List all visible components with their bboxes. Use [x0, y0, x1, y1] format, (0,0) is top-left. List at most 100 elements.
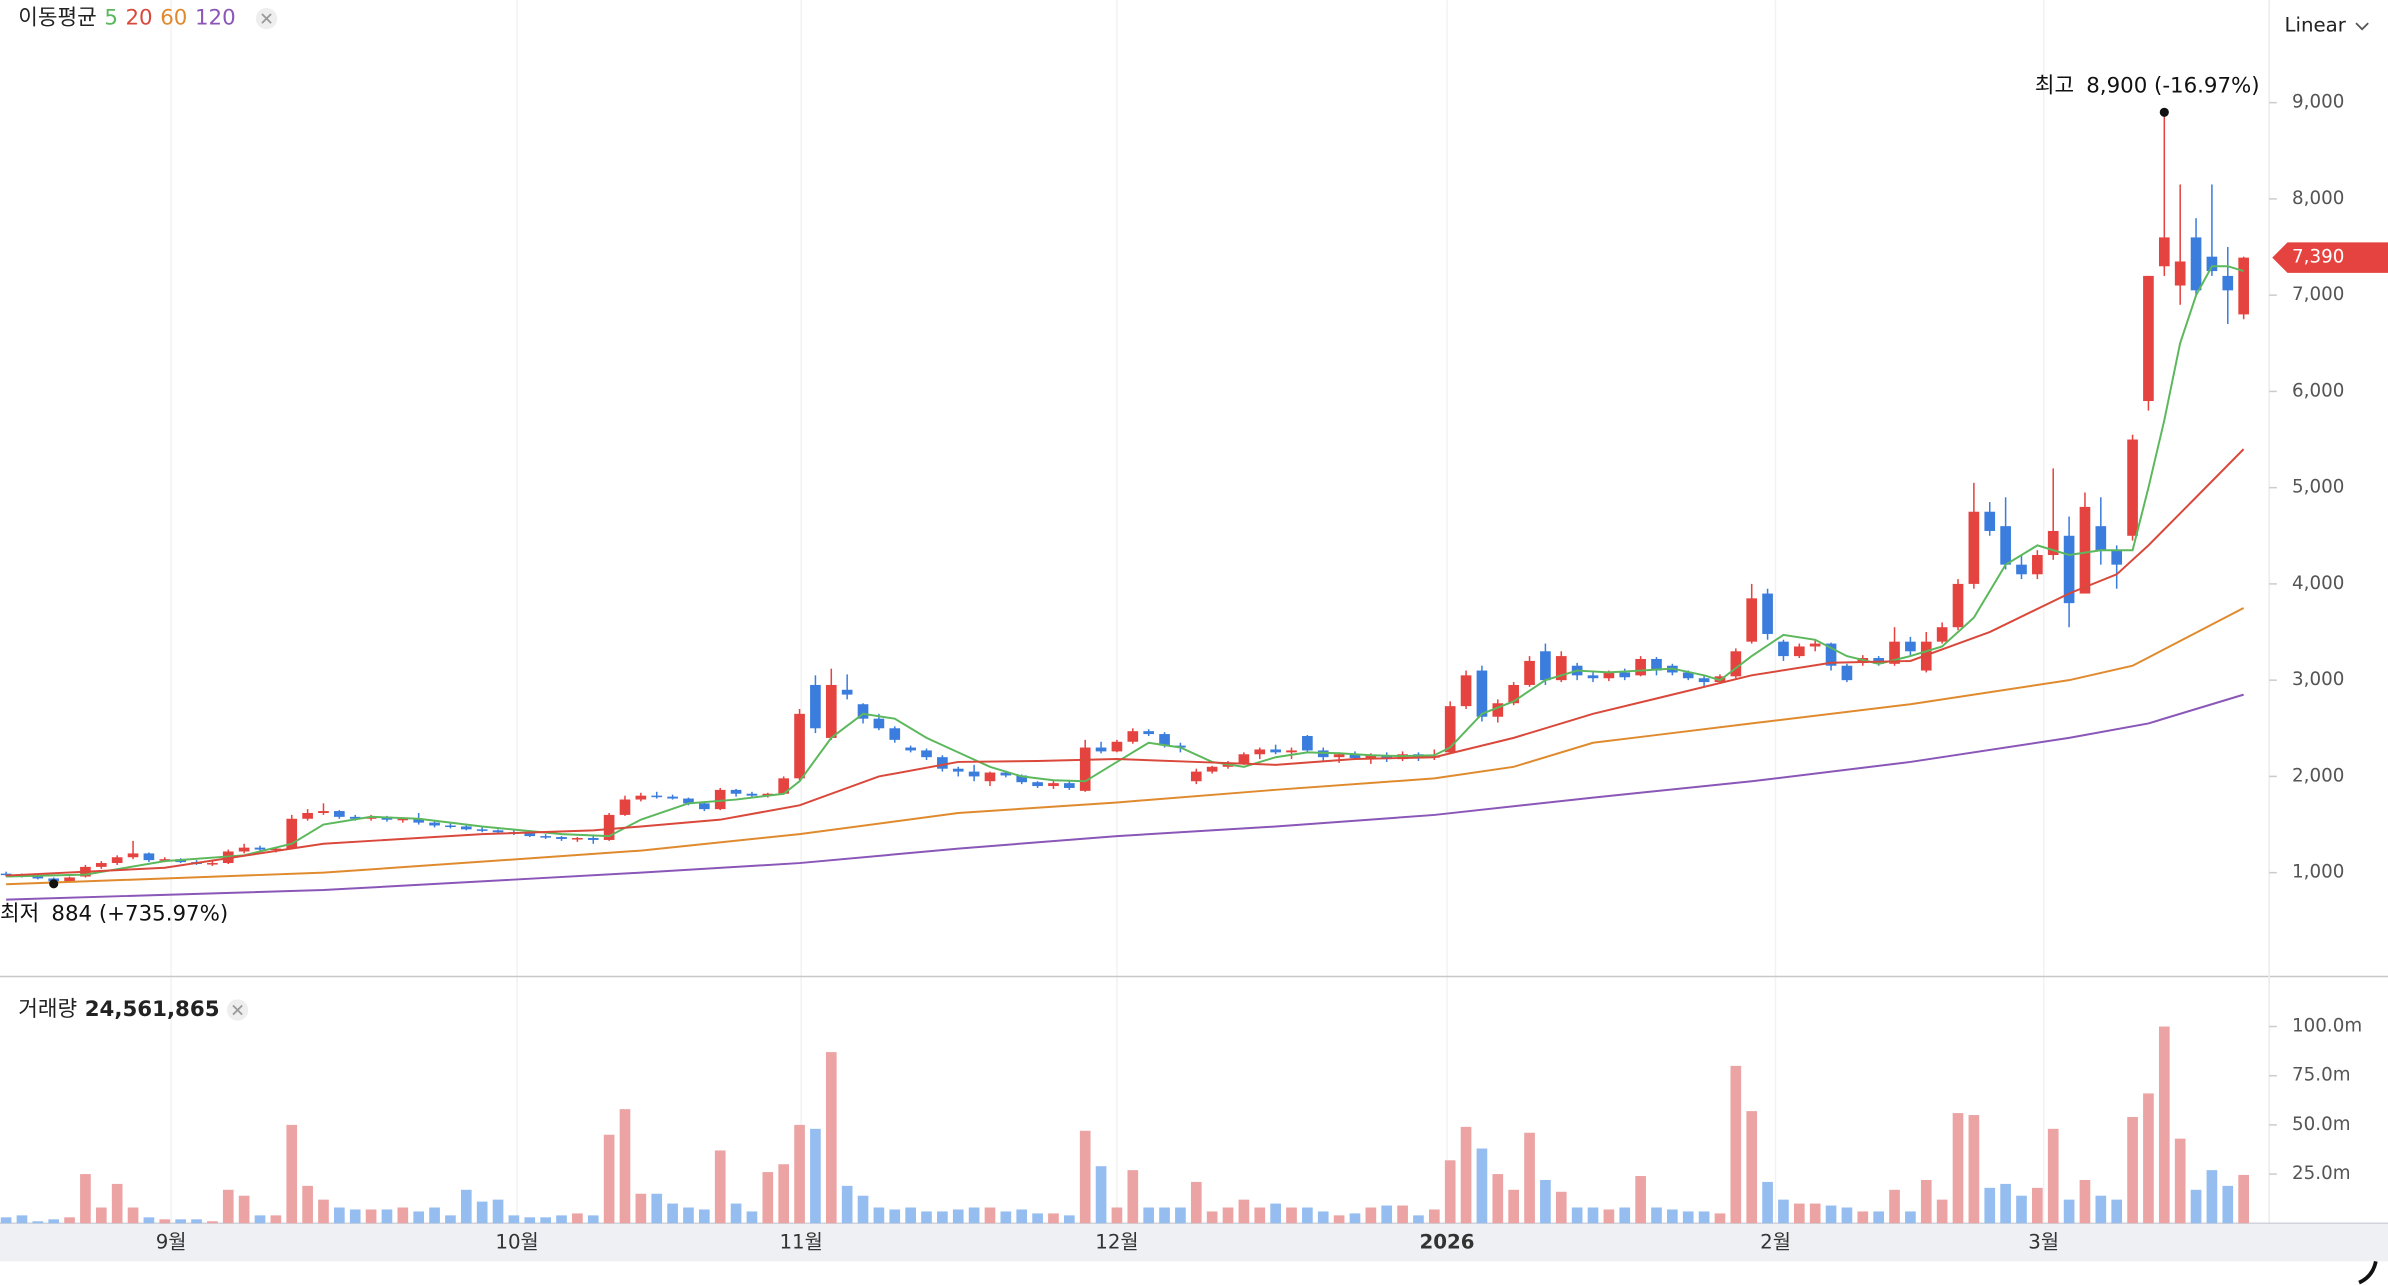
candle-body: [524, 833, 536, 837]
candle-body: [1540, 651, 1551, 681]
volume-bar: [651, 1193, 663, 1224]
candle-body: [1444, 706, 1456, 753]
volume-bar: [1222, 1207, 1234, 1224]
candle-body: [1238, 754, 1250, 764]
corner-decoration: [2358, 1260, 2378, 1285]
volume-bar: [16, 1215, 28, 1224]
scale-mode[interactable]: Linear: [2284, 14, 2346, 37]
candle-body: [1064, 783, 1075, 788]
candle-body: [1000, 772, 1012, 776]
volume-bar: [1111, 1207, 1123, 1224]
candle-body: [2190, 237, 2202, 291]
candle-body: [1286, 750, 1297, 753]
candle-body: [1127, 731, 1139, 742]
candle-body: [1746, 598, 1758, 642]
volume-bar: [302, 1185, 313, 1224]
volume-bar: [1889, 1189, 1900, 1224]
volume-bar: [2127, 1117, 2138, 1224]
volume-bar: [905, 1207, 916, 1224]
candle-body: [572, 838, 583, 840]
volume-bar: [1254, 1207, 1266, 1224]
candle-body: [1809, 643, 1821, 647]
volume-bar: [1349, 1213, 1361, 1224]
ma-line: [6, 607, 2245, 886]
volume-bar: [889, 1209, 901, 1224]
volume-bar: [1048, 1213, 1059, 1224]
low-marker: [49, 879, 59, 889]
candle-body: [429, 822, 440, 826]
volume-bar: [619, 1109, 631, 1224]
candle-body: [2016, 564, 2027, 575]
candle-body: [445, 825, 456, 828]
volume-bar: [1873, 1211, 1884, 1224]
volume-bar: [64, 1217, 75, 1224]
volume-bar: [2095, 1195, 2107, 1224]
volume-bar: [508, 1215, 520, 1224]
candle-body: [270, 848, 282, 851]
ma-legend: 이동평균 5 20 60 120: [18, 6, 235, 31]
volume-bar: [1476, 1148, 1488, 1224]
volume-bar: [95, 1207, 107, 1224]
close-volume-button[interactable]: [226, 999, 249, 1021]
volume-bar: [1540, 1179, 1551, 1224]
volume-bar: [1302, 1207, 1313, 1224]
candle-body: [1333, 754, 1345, 758]
candle-body: [762, 793, 774, 796]
candle-body: [1492, 703, 1504, 717]
candle-body: [143, 853, 155, 861]
volume-bar: [984, 1207, 996, 1224]
volume-bar: [1746, 1111, 1758, 1224]
candle-body: [1619, 672, 1631, 678]
candle-body: [365, 816, 377, 819]
candle-body: [952, 768, 964, 772]
candle-body: [1682, 672, 1694, 679]
volume-bar: [1175, 1207, 1186, 1224]
candle-body: [1698, 678, 1710, 683]
volume-bar: [1270, 1203, 1281, 1224]
candle-body: [413, 818, 425, 823]
candle-body: [1508, 684, 1519, 704]
price-tag: [2272, 242, 2388, 273]
volume-bar: [810, 1128, 821, 1224]
candle-body: [1095, 747, 1107, 752]
candle-body: [318, 811, 329, 813]
volume-bar: [635, 1193, 647, 1224]
volume-bar: [1127, 1170, 1139, 1224]
volume-bar: [191, 1219, 202, 1224]
candle-body: [460, 826, 472, 830]
volume-bar: [318, 1199, 329, 1224]
candle-body: [984, 772, 996, 782]
candle-body: [1079, 747, 1091, 791]
y-tick-label: 1,000: [2292, 862, 2344, 883]
candle-body: [667, 796, 678, 799]
volume-bar: [1778, 1199, 1789, 1224]
candle-body: [302, 812, 313, 819]
candle-body: [1968, 511, 1980, 584]
volume-title: 거래량: [18, 997, 77, 1022]
candle-body: [1302, 735, 1313, 751]
candle-body: [1206, 766, 1218, 772]
candle-body: [1159, 734, 1170, 746]
volume-bar: [1413, 1215, 1424, 1224]
volume-bar: [270, 1215, 282, 1224]
candle-body: [2079, 506, 2091, 594]
volume-bar: [762, 1172, 774, 1224]
y-tick-label: 8,000: [2292, 188, 2344, 209]
volume-bar: [1651, 1207, 1662, 1224]
y-tick-label: 25.0m: [2292, 1163, 2350, 1184]
volume-bar: [1841, 1207, 1853, 1224]
marks-layer: [0, 107, 2249, 1224]
volume-bar: [1968, 1115, 1980, 1224]
candle-body: [207, 863, 218, 865]
volume-bar: [1508, 1189, 1519, 1224]
volume-bar: [80, 1174, 91, 1224]
candle-body: [32, 876, 44, 879]
scale-dropdown[interactable]: Linear: [2284, 14, 2369, 37]
close-legend-button[interactable]: [255, 7, 278, 30]
candle-body: [1603, 672, 1615, 679]
volume-bar: [857, 1195, 869, 1224]
candle-body: [841, 689, 853, 695]
candle-body: [889, 728, 901, 740]
volume-bar: [524, 1217, 536, 1224]
candle-body: [2063, 535, 2075, 604]
